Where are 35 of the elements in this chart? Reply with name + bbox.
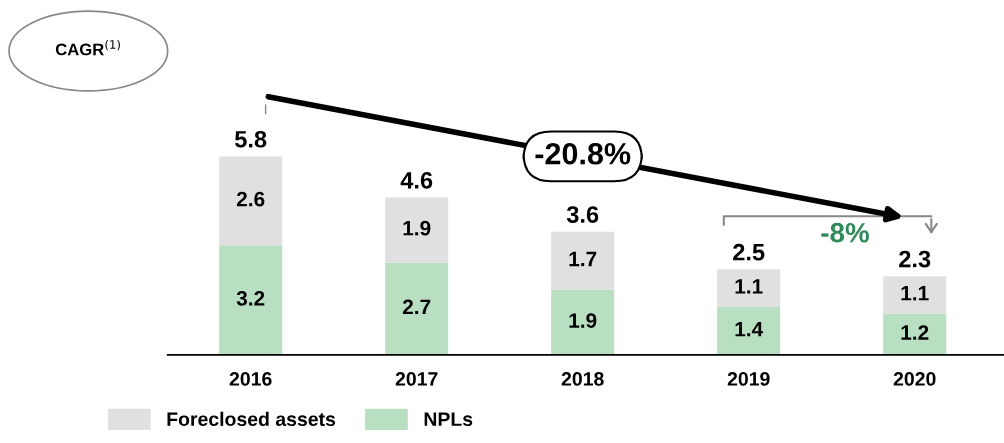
total-label: 3.6 [566,206,599,223]
annotation: -8% [821,222,869,243]
data-label: 2.7 [402,299,431,315]
x-tick-label: 2016 [229,372,272,386]
data-label: 1.4 [735,321,764,337]
data-label: 1.1 [735,279,763,294]
x-tick-label: 2017 [395,372,438,386]
bar [717,306,781,355]
data-label: 1.1 [901,286,929,301]
data-label: 1.9 [403,220,431,236]
bar [219,156,283,246]
data-label: 2.6 [236,191,265,207]
bar [551,289,615,355]
data-label: 1.7 [569,251,597,267]
data-label: 1.9 [569,313,597,328]
total-label: 2.3 [899,250,931,268]
bar [717,269,781,307]
total-label: 5.8 [234,130,267,148]
text: CAGR$^{(1)}$ [55,39,120,56]
bar [551,231,615,290]
annotation: -20.8% [535,142,631,165]
legend-label: Foreclosed assets [167,411,336,427]
total-label: 2.5 [733,243,765,261]
bar [219,245,283,355]
bar [883,313,947,355]
total-label: 4.6 [400,171,433,189]
x-tick-label: 2018 [561,372,604,386]
bar [385,262,449,355]
x-tick-label: 2020 [893,372,936,386]
bar [385,197,449,263]
legend-label: NPLs [424,412,473,427]
data-label: 3.2 [236,290,265,306]
data-label: 1.2 [901,325,929,340]
bar [883,276,947,314]
x-tick-label: 2019 [727,372,770,386]
